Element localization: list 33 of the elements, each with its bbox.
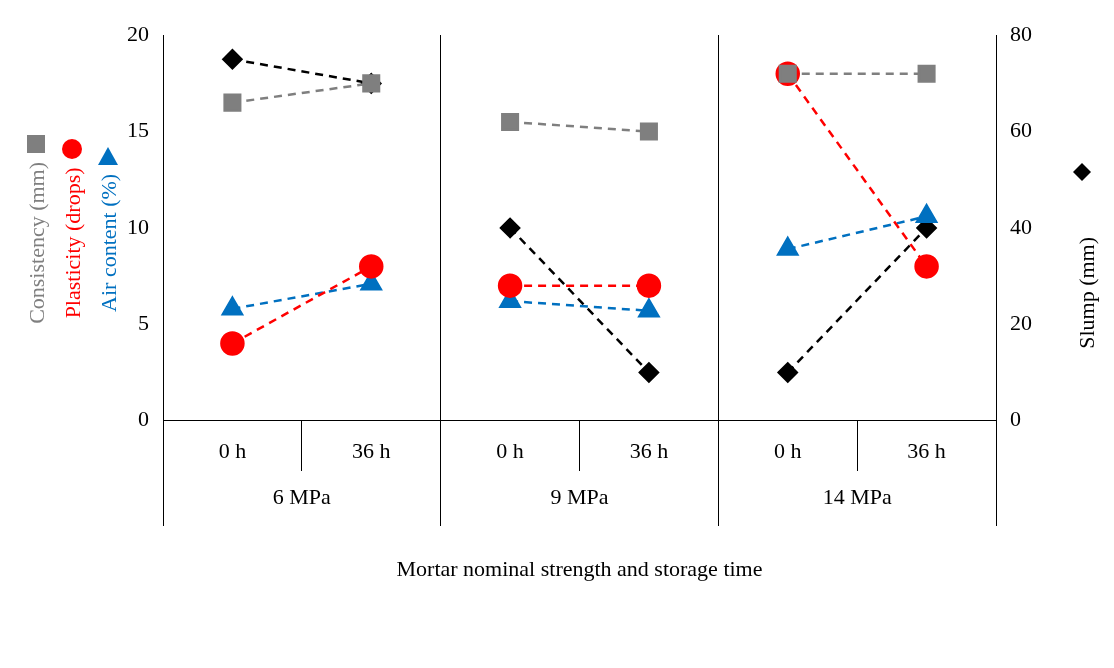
text: 14 MPa xyxy=(822,484,892,510)
y-tick-label: 10 xyxy=(127,213,149,239)
y2-tick-label: 0 xyxy=(1010,406,1021,432)
x-tick-label: 0 h xyxy=(218,437,247,463)
x-tick-label: 0 h xyxy=(774,437,802,463)
point xyxy=(501,112,520,131)
point xyxy=(639,122,658,141)
legend-label: Plasticity (drops) xyxy=(59,167,85,319)
point xyxy=(499,217,521,239)
y-tick-label: 20 xyxy=(127,20,149,46)
point xyxy=(638,362,660,383)
x-tick-label: 36 h xyxy=(352,437,391,463)
x-tick-label: 36 h xyxy=(907,437,946,463)
legend-label: Consistency (mm) xyxy=(23,161,49,324)
y-tick-label: 0 xyxy=(138,406,149,432)
legend-label: Air content (%) xyxy=(95,173,121,312)
y-tick-label: 5 xyxy=(138,310,149,336)
point xyxy=(777,362,798,383)
x-tick-label: 36 h xyxy=(629,437,669,463)
x-axis-title: Mortar nominal strength and storage time xyxy=(396,556,763,582)
point xyxy=(636,273,662,298)
point xyxy=(223,93,242,112)
y2-tick-label: 60 xyxy=(1010,117,1032,143)
y2-tick-label: 20 xyxy=(1010,310,1032,336)
y2-tick-label: 40 xyxy=(1010,213,1032,239)
text: 6 MPa xyxy=(272,484,332,510)
point xyxy=(917,64,936,83)
y2-tick-label: 80 xyxy=(1010,20,1032,46)
y-tick-label: 15 xyxy=(127,117,149,143)
x-tick-label: 0 h xyxy=(496,437,524,463)
point xyxy=(222,49,243,70)
text: 9 MPa xyxy=(550,484,609,510)
text: Slump (mm) xyxy=(1073,236,1099,349)
